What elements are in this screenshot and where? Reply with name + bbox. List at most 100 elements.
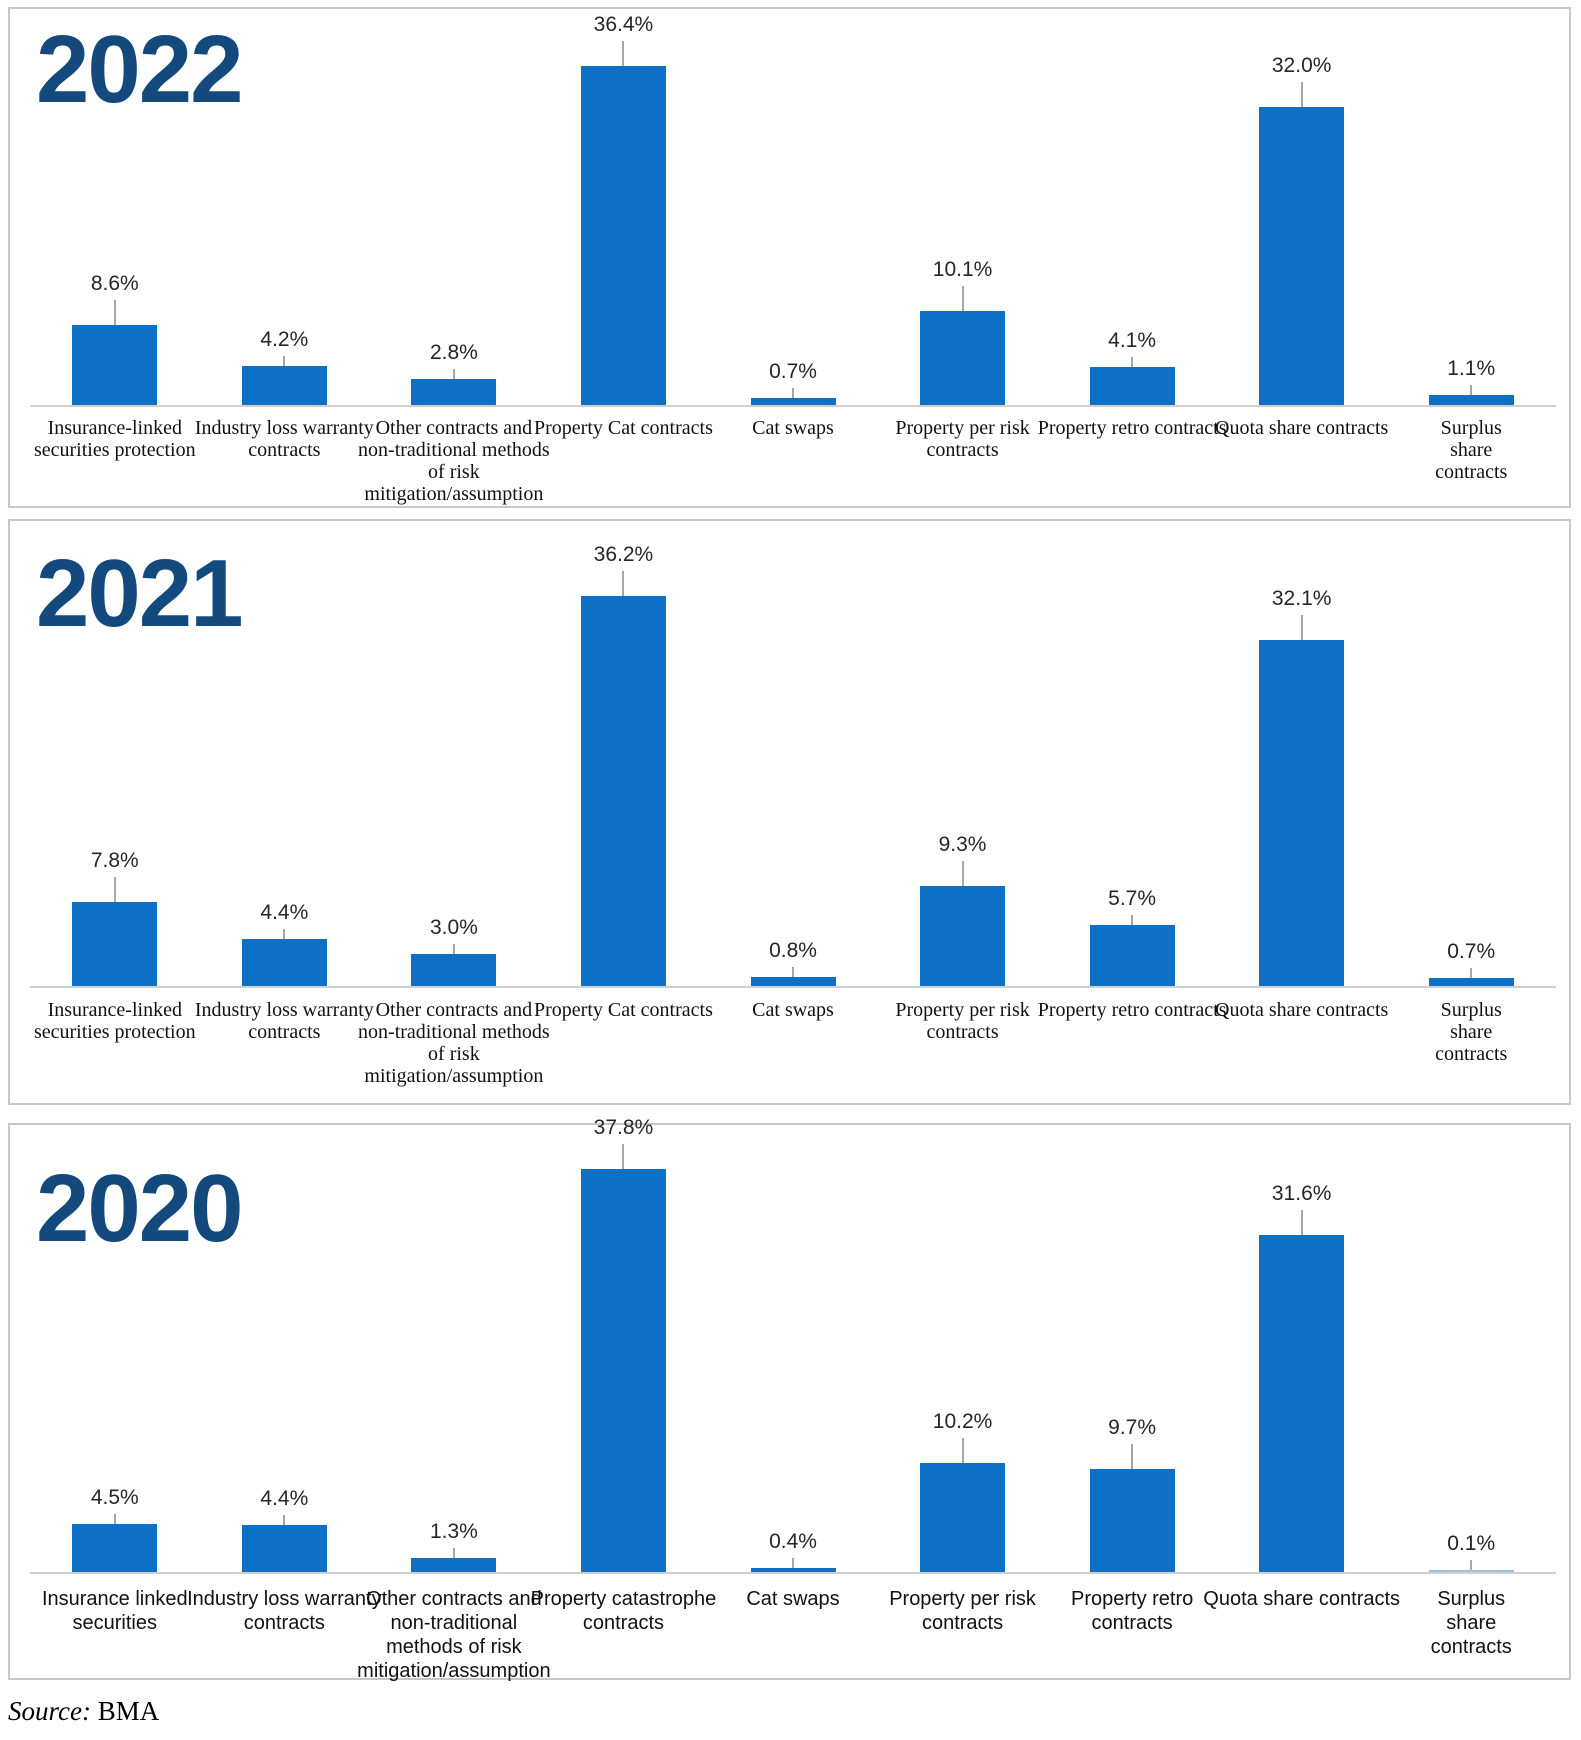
bar-2021-6 bbox=[920, 886, 1006, 986]
category-label: Other contracts and non-traditional meth… bbox=[358, 417, 550, 505]
bar-2021-1 bbox=[72, 902, 158, 986]
x-axis-line-2022 bbox=[30, 405, 1556, 407]
category-label: Industry loss warranty contracts bbox=[187, 1588, 382, 1634]
bar-2020-2 bbox=[241, 1525, 327, 1572]
category-label: Other contracts and non-traditional meth… bbox=[358, 999, 550, 1087]
source-value: BMA bbox=[97, 1696, 160, 1726]
error-bar-line bbox=[792, 1558, 794, 1568]
category-label: Property catastrophe contracts bbox=[530, 1588, 717, 1634]
category-axis-labels-2022: Insurance-linked securities protection In… bbox=[30, 417, 1556, 557]
category-axis-labels-2021: Insurance-linked securities protection In… bbox=[30, 999, 1556, 1139]
error-bar-line bbox=[452, 944, 455, 954]
bar-2020-1 bbox=[72, 1524, 158, 1572]
bar-2021-4 bbox=[580, 596, 666, 986]
category-label: Property per risk contracts bbox=[895, 999, 1030, 1043]
value-label: 0.1% bbox=[1447, 1532, 1496, 1555]
value-label: 4.5% bbox=[90, 1486, 139, 1509]
value-label: 9.3% bbox=[938, 833, 987, 856]
value-label: 9.7% bbox=[1108, 1416, 1157, 1439]
category-label: Surplus share contracts bbox=[1430, 1588, 1512, 1658]
category-label: Insurance-linked securities protection bbox=[33, 999, 196, 1043]
value-label: 8.6% bbox=[90, 272, 139, 295]
error-bar-line bbox=[1131, 915, 1134, 925]
error-bar-line bbox=[1131, 357, 1134, 367]
value-label: 4.4% bbox=[260, 901, 309, 924]
category-label: Insurance linked securities bbox=[41, 1588, 188, 1634]
error-bar-line bbox=[1300, 1210, 1303, 1235]
error-bar-line bbox=[1131, 1444, 1134, 1469]
error-bar-line bbox=[452, 1548, 455, 1558]
x-axis-line-2021 bbox=[30, 986, 1556, 988]
category-label: Cat swaps bbox=[746, 1588, 840, 1610]
category-label: Surplus share contracts bbox=[1435, 417, 1508, 483]
bar-2022-6 bbox=[920, 311, 1006, 405]
error-bar-line bbox=[283, 1515, 286, 1525]
bar-2020-9 bbox=[1428, 1570, 1514, 1572]
category-label: Quota share contracts bbox=[1215, 417, 1389, 439]
value-label: 1.3% bbox=[429, 1520, 478, 1543]
chart-panel-2022: 2022 8.6% 4.2% 2.8% 36.4% 0.7% 10.1% 4.1% 32.0%… bbox=[8, 7, 1571, 508]
bar-2020-6 bbox=[920, 1463, 1006, 1572]
value-label: 36.4% bbox=[593, 13, 654, 36]
chart-panel-2020: 2020 4.5% 4.4% 1.3% 37.8% 0.4% 10.2% 9.7% 31.6%… bbox=[8, 1116, 1571, 1682]
year-title-2022: 2022 bbox=[36, 16, 244, 123]
bar-2022-2 bbox=[241, 366, 327, 405]
bar-2022-5 bbox=[750, 398, 836, 405]
category-label: Industry loss warranty contracts bbox=[194, 999, 374, 1043]
bar-2022-1 bbox=[72, 325, 158, 405]
category-label: Property retro contracts bbox=[1070, 1588, 1194, 1634]
value-label: 0.8% bbox=[769, 939, 817, 962]
value-label: 5.7% bbox=[1108, 887, 1157, 910]
value-label: 10.1% bbox=[932, 258, 993, 281]
error-bar-line bbox=[452, 369, 455, 379]
error-bar-line bbox=[113, 1514, 116, 1524]
year-title-2020: 2020 bbox=[36, 1155, 244, 1262]
chart-panel-2021: 2021 7.8% 4.4% 3.0% 36.2% 0.8% 9.3% 5.7% 32.1% 0… bbox=[8, 519, 1571, 1105]
bar-2020-7 bbox=[1089, 1469, 1175, 1572]
bar-2021-3 bbox=[411, 954, 497, 986]
value-label: 32.1% bbox=[1271, 587, 1332, 610]
year-title-2021: 2021 bbox=[36, 540, 244, 647]
category-label: Other contracts and non-traditional meth… bbox=[357, 1588, 551, 1682]
source-label: Source: bbox=[8, 1696, 91, 1726]
category-axis-labels-2020: Insurance linked securities Industry loss… bbox=[30, 1587, 1556, 1727]
value-label: 31.6% bbox=[1271, 1182, 1332, 1205]
bar-2022-4 bbox=[580, 66, 666, 405]
error-bar-line bbox=[622, 1144, 625, 1169]
error-bar-line bbox=[113, 877, 116, 902]
error-bar-line bbox=[792, 388, 794, 398]
value-label: 4.1% bbox=[1108, 329, 1157, 352]
error-bar-line bbox=[1470, 968, 1473, 978]
error-bar-line bbox=[961, 1438, 964, 1463]
error-bar-line bbox=[1300, 82, 1303, 107]
category-label: Cat swaps bbox=[752, 999, 834, 1021]
bar-2021-5 bbox=[750, 977, 836, 986]
category-label: Property Cat contracts bbox=[534, 417, 713, 439]
error-bar-line bbox=[1300, 615, 1303, 640]
error-bar-line bbox=[1470, 1560, 1473, 1570]
category-label: Property per risk contracts bbox=[895, 417, 1030, 461]
category-label: Insurance-linked securities protection bbox=[33, 417, 196, 461]
error-bar-line bbox=[622, 571, 625, 596]
category-label: Property Cat contracts bbox=[534, 999, 713, 1021]
bar-2022-8 bbox=[1259, 107, 1345, 405]
error-bar-line bbox=[283, 929, 286, 939]
value-label: 32.0% bbox=[1271, 54, 1332, 77]
value-label: 2.8% bbox=[429, 341, 478, 364]
value-label: 0.4% bbox=[769, 1530, 817, 1553]
value-label: 0.7% bbox=[769, 360, 817, 383]
value-label: 10.2% bbox=[932, 1410, 993, 1433]
bar-2021-2 bbox=[241, 939, 327, 986]
error-bar-line bbox=[283, 356, 286, 366]
bar-2022-9 bbox=[1428, 395, 1514, 405]
bar-2021-8 bbox=[1259, 640, 1345, 986]
bar-2021-7 bbox=[1089, 925, 1175, 986]
error-bar-line bbox=[113, 300, 116, 325]
category-label: Quota share contracts bbox=[1215, 999, 1389, 1021]
category-label: Property retro contracts bbox=[1037, 417, 1227, 439]
category-label: Surplus share contracts bbox=[1435, 999, 1508, 1065]
bar-2020-4 bbox=[580, 1169, 666, 1572]
error-bar-line bbox=[792, 967, 794, 977]
value-label: 36.2% bbox=[593, 543, 654, 566]
